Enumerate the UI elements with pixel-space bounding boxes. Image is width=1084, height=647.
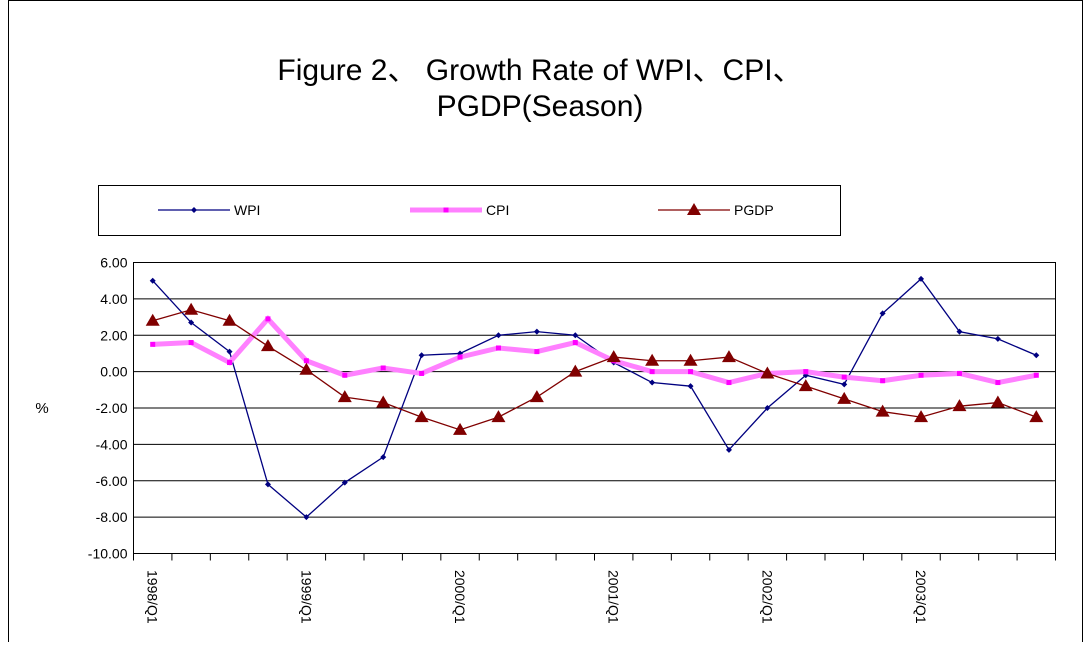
marker — [227, 360, 233, 366]
marker — [191, 207, 197, 213]
series-line — [152, 277, 1037, 518]
series-line — [152, 309, 1037, 431]
marker — [606, 350, 621, 363]
marker — [837, 391, 852, 404]
y-tick-label: -10.00 — [88, 546, 128, 562]
x-tick-label: 1998/Q1 — [145, 570, 161, 624]
x-tick-label: 2002/Q1 — [759, 570, 775, 624]
x-tick-label: 1999/Q1 — [298, 570, 314, 624]
marker — [649, 379, 656, 386]
y-tick-label: 0.00 — [100, 364, 127, 380]
marker — [418, 352, 425, 359]
marker — [725, 446, 732, 453]
marker — [299, 362, 314, 375]
marker — [341, 479, 348, 486]
marker — [918, 372, 924, 378]
marker — [495, 345, 501, 351]
chart-subtitle: PGDP(Season) — [437, 90, 644, 123]
marker — [188, 340, 194, 346]
marker — [914, 410, 929, 423]
marker — [419, 370, 425, 376]
marker — [222, 313, 237, 326]
marker — [880, 378, 886, 384]
marker — [529, 390, 544, 403]
marker — [687, 203, 701, 215]
marker — [534, 349, 540, 355]
y-tick-label: 2.00 — [100, 327, 127, 343]
chart-title: Figure 2、 Growth Rate of WPI、CPI、 — [277, 54, 802, 87]
marker — [265, 316, 271, 322]
marker — [841, 374, 847, 380]
y-tick-label: -4.00 — [96, 436, 128, 452]
marker — [990, 395, 1005, 408]
marker — [443, 207, 449, 213]
marker — [495, 332, 502, 339]
legend-label: PGDP — [734, 202, 774, 218]
marker — [572, 332, 579, 339]
marker — [337, 390, 352, 403]
marker — [649, 369, 655, 375]
marker — [726, 380, 732, 386]
marker — [188, 319, 195, 326]
marker — [260, 339, 275, 352]
marker — [683, 353, 698, 366]
marker — [184, 302, 199, 315]
marker — [303, 514, 310, 521]
marker — [918, 275, 925, 282]
marker — [342, 372, 348, 378]
marker — [572, 340, 578, 346]
x-tick-label: 2003/Q1 — [913, 570, 929, 624]
marker — [798, 379, 813, 392]
marker — [875, 404, 890, 417]
marker — [226, 348, 233, 355]
marker — [145, 313, 160, 326]
marker — [533, 328, 540, 335]
x-tick-label: 2000/Q1 — [452, 570, 468, 624]
marker — [879, 310, 886, 317]
marker — [453, 422, 468, 435]
y-tick-label: -6.00 — [96, 473, 128, 489]
marker — [995, 380, 1001, 386]
marker — [303, 358, 309, 364]
marker — [803, 369, 809, 375]
marker — [956, 370, 962, 376]
marker — [764, 405, 771, 411]
chart-border — [8, 0, 1083, 647]
marker — [568, 364, 583, 377]
marker — [760, 366, 775, 379]
marker — [688, 369, 694, 375]
y-tick-label: 6.00 — [100, 255, 127, 271]
marker — [645, 353, 660, 366]
marker — [491, 410, 506, 423]
x-tick-label: 2001/Q1 — [606, 570, 622, 624]
marker — [721, 350, 736, 363]
marker — [264, 481, 271, 488]
marker — [1029, 410, 1044, 423]
marker — [380, 365, 386, 371]
marker — [149, 277, 156, 284]
marker — [414, 410, 429, 423]
marker — [952, 399, 967, 412]
marker — [1033, 352, 1040, 359]
legend-label: WPI — [234, 202, 260, 218]
marker — [956, 328, 963, 335]
y-tick-label: 4.00 — [100, 291, 127, 307]
series-line — [152, 315, 1037, 386]
marker — [994, 335, 1001, 342]
y-tick-label: -2.00 — [96, 400, 128, 416]
marker — [457, 354, 463, 360]
legend-label: CPI — [486, 202, 509, 218]
marker — [1033, 372, 1039, 378]
marker — [150, 341, 156, 347]
y-axis-label: % — [35, 400, 48, 417]
marker — [841, 381, 848, 388]
marker — [376, 395, 391, 408]
marker — [380, 454, 387, 461]
marker — [687, 383, 694, 390]
y-tick-label: -8.00 — [96, 509, 128, 525]
